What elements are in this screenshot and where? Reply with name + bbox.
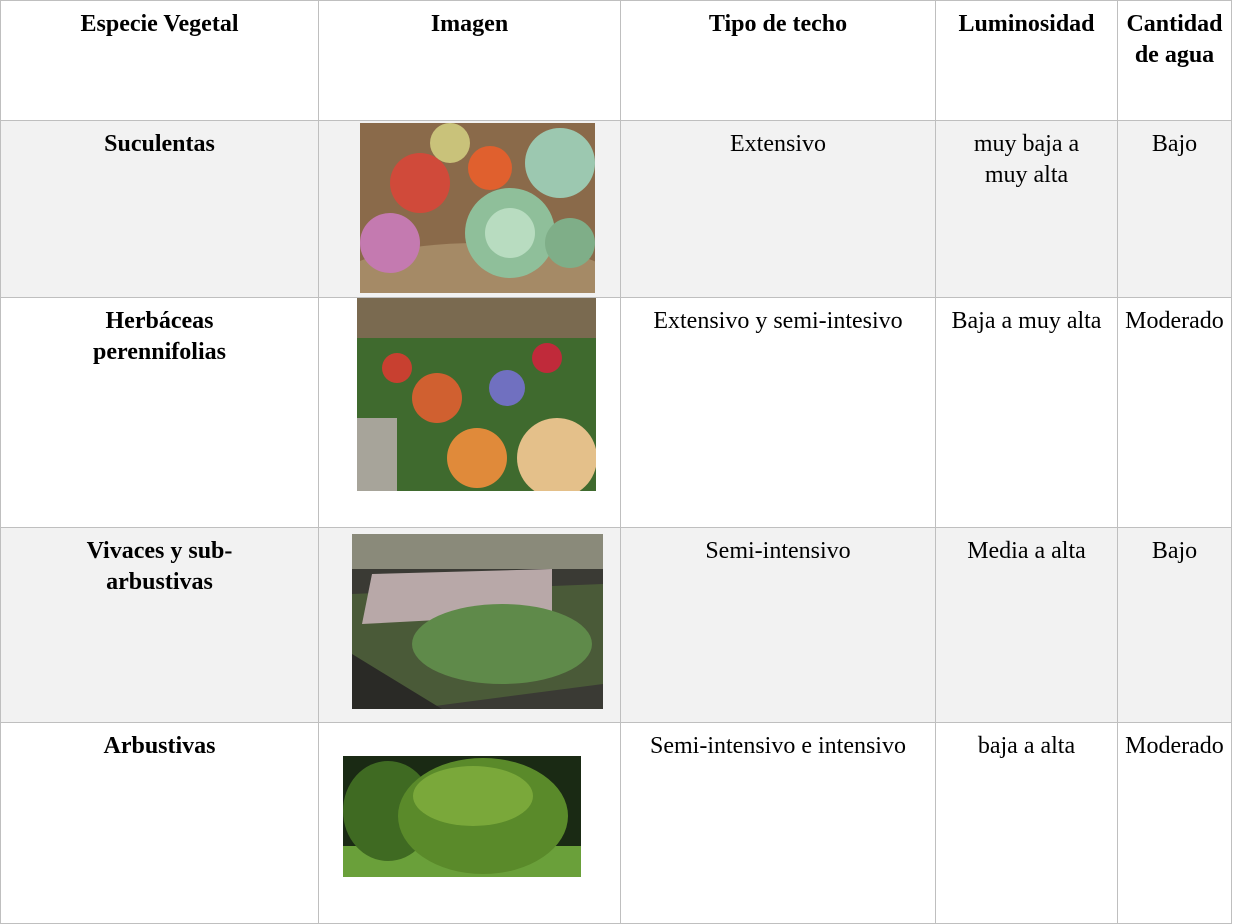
table-cell bbox=[318, 298, 620, 527]
table-cell: Bajo bbox=[1117, 121, 1232, 297]
table-cell: Herbáceas perennifolias bbox=[0, 298, 318, 527]
table-cell: Moderado bbox=[1117, 723, 1232, 923]
table-row: Suculentas Extensivo muy baja a muy alta Ba… bbox=[0, 121, 1232, 298]
plant-image bbox=[360, 123, 595, 293]
table-cell bbox=[318, 121, 620, 297]
header-cell: Imagen bbox=[318, 1, 620, 120]
table-cell: Media a alta bbox=[935, 528, 1117, 722]
table-row: Arbustivas Semi-intensivo e intensivo baja… bbox=[0, 723, 1232, 924]
table-row: Vivaces y sub-arbustivas Semi-intensivo Me… bbox=[0, 528, 1232, 723]
table-cell: Semi-intensivo e intensivo bbox=[620, 723, 935, 923]
table-cell: baja a alta bbox=[935, 723, 1117, 923]
table-cell: Extensivo bbox=[620, 121, 935, 297]
table-cell: Baja a muy alta bbox=[935, 298, 1117, 527]
plant-image bbox=[357, 298, 596, 491]
table-row: Herbáceas perennifolias Extensivo y semi-… bbox=[0, 298, 1232, 528]
table-cell: Bajo bbox=[1117, 528, 1232, 722]
plant-image bbox=[352, 534, 603, 709]
plant-image bbox=[343, 756, 581, 877]
table-cell: Vivaces y sub-arbustivas bbox=[0, 528, 318, 722]
table-cell: Moderado bbox=[1117, 298, 1232, 527]
header-cell: Tipo de techo bbox=[620, 1, 935, 120]
header-cell: Cantidad de agua bbox=[1117, 1, 1232, 120]
table-cell: muy baja a muy alta bbox=[935, 121, 1117, 297]
table-cell bbox=[318, 723, 620, 923]
table-cell bbox=[318, 528, 620, 722]
header-cell: Especie Vegetal bbox=[0, 1, 318, 120]
header-cell: Luminosidad bbox=[935, 1, 1117, 120]
table-cell: Extensivo y semi-intesivo bbox=[620, 298, 935, 527]
table-cell: Semi-intensivo bbox=[620, 528, 935, 722]
table-cell: Suculentas bbox=[0, 121, 318, 297]
table-cell: Arbustivas bbox=[0, 723, 318, 923]
header-row: Especie Vegetal Imagen Tipo de techo Lumino… bbox=[0, 0, 1232, 121]
